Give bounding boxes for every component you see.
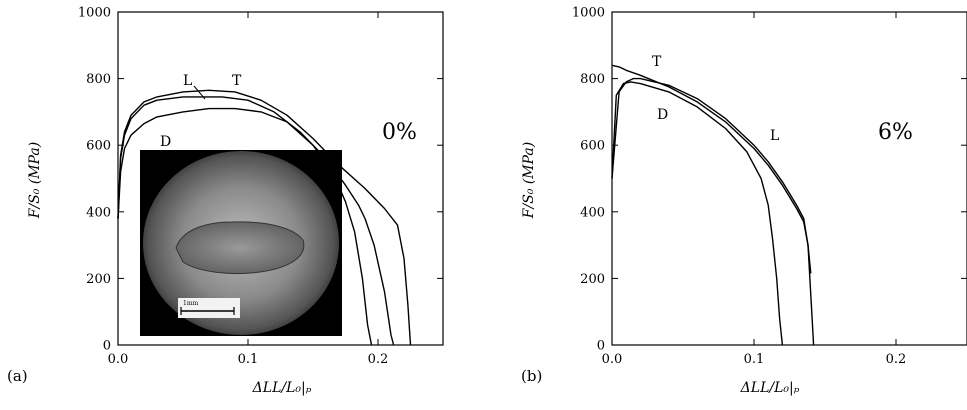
- curve-b-D: [611, 81, 784, 346]
- curve-label-a-L: L: [183, 73, 192, 89]
- axes-ticks-b: 0 200 400 600 800 1000 0.0 0.1 0.2: [572, 6, 967, 367]
- inset-scale-bar-label: 1mm: [183, 300, 199, 307]
- curve-labels-b: T D L: [652, 54, 779, 144]
- curve-a-T: [117, 89, 412, 346]
- x-tick-label-a-1: 0.1: [238, 352, 259, 367]
- x-axis-label-b: ΔLL/L₀|ₚ: [740, 380, 800, 396]
- y-tick-label-a-800: 800: [86, 72, 111, 87]
- curve-a-D: [117, 107, 373, 346]
- curve-a-L: [117, 96, 395, 346]
- y-tick-label-b-0: 0: [597, 339, 605, 354]
- curve-label-b-D: D: [657, 107, 668, 123]
- y-tick-label-a-200: 200: [86, 272, 111, 287]
- curve-b-L: [611, 77, 812, 274]
- panel-label-b: (b): [521, 367, 542, 385]
- inset-scale-bar-box: [178, 298, 240, 318]
- curves-a: [117, 89, 412, 346]
- y-axis-label-b: F/S₀ (MPa): [521, 142, 537, 219]
- inset-fracture-image: 1mm: [140, 150, 342, 336]
- y-tick-label-a-1000: 1000: [78, 6, 111, 21]
- y-tick-label-b-800: 800: [580, 72, 605, 87]
- strain-label-a: 0%: [382, 120, 417, 145]
- strain-label-b: 6%: [878, 120, 913, 145]
- curve-label-a-L-leader: [193, 85, 206, 100]
- y-tick-label-a-400: 400: [86, 205, 111, 220]
- y-tick-label-a-0: 0: [103, 339, 111, 354]
- curve-label-b-L: L: [770, 128, 779, 144]
- x-tick-label-b-0: 0.0: [602, 352, 623, 367]
- y-tick-label-b-600: 600: [580, 139, 605, 154]
- curve-label-b-T: T: [652, 54, 662, 70]
- x-tick-label-a-0: 0.0: [108, 352, 129, 367]
- y-tick-label-a-600: 600: [86, 139, 111, 154]
- y-axis-label-a: F/S₀ (MPa): [27, 142, 43, 219]
- inset-fracture-core: [175, 221, 305, 275]
- x-tick-label-a-2: 0.2: [368, 352, 389, 367]
- y-tick-label-b-1000: 1000: [572, 6, 605, 21]
- x-axis-label-a: ΔLL/L₀|ₚ: [252, 380, 312, 396]
- curve-b-T: [611, 64, 815, 346]
- plot-frame-a: [117, 11, 444, 346]
- x-tick-label-b-2: 0.2: [886, 352, 907, 367]
- curve-labels-a: L T D: [160, 73, 242, 150]
- panel-label-a: (a): [7, 367, 28, 385]
- curve-label-a-T: T: [232, 73, 242, 89]
- y-tick-label-b-200: 200: [580, 272, 605, 287]
- axes-ticks-a: 0 200 400 600 800 1000 0.0 0.1 0.2: [78, 6, 443, 367]
- curve-label-a-D: D: [160, 134, 171, 150]
- y-tick-label-b-400: 400: [580, 205, 605, 220]
- x-tick-label-b-1: 0.1: [744, 352, 765, 367]
- curves-b: [611, 64, 815, 346]
- plot-frame-b: [611, 11, 967, 346]
